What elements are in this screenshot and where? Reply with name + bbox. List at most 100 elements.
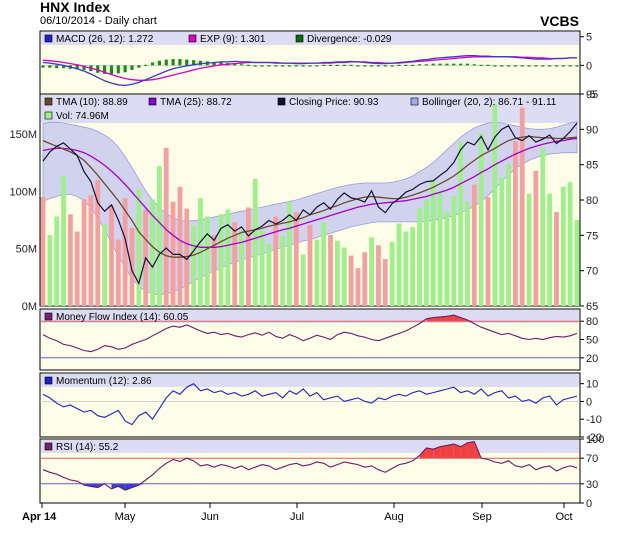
momentum-legend-band [41, 374, 579, 387]
divergence-bar [322, 64, 326, 66]
divergence-bar [294, 65, 298, 67]
volume-axis-label: 0M [22, 301, 37, 313]
divergence-bar [328, 64, 333, 66]
divergence-bar [431, 63, 435, 66]
divergence-bar [479, 64, 483, 66]
volume-bar [328, 234, 333, 306]
divergence-bar [390, 65, 394, 67]
legend-close-label: Closing Price: 90.93 [289, 97, 379, 108]
divergence-bar [575, 65, 579, 67]
momentum-axis-tick-label: 0 [586, 396, 592, 408]
volume-bar [492, 104, 498, 307]
momentum-axis-tick-label: 10 [586, 379, 598, 391]
legend-close-swatch [277, 97, 286, 106]
volume-axis-label: 50M [16, 244, 37, 256]
divergence-bar [274, 65, 278, 67]
rsi-overbought-area [467, 441, 475, 459]
volume-bar [211, 234, 217, 306]
price-axis-tick-label: 80 [586, 195, 598, 207]
divergence-bar [308, 65, 312, 67]
legend-mfi-label: Money Flow Index (14): 60.05 [56, 312, 189, 323]
volume-axis-label: 150M [9, 129, 37, 141]
divergence-bar [513, 65, 517, 67]
legend-rsi-swatch [44, 442, 53, 451]
divergence-bar [61, 65, 66, 69]
x-axis-tick-label: Aug [384, 511, 404, 523]
divergence-bar [219, 62, 223, 66]
momentum-line [42, 383, 578, 426]
divergence-bar [342, 64, 346, 66]
volume-bar [109, 205, 114, 306]
momentum-axis-tick-label: -10 [586, 414, 602, 426]
legend-momentum-label: Momentum (12): 2.86 [56, 376, 152, 387]
volume-bar [150, 199, 155, 306]
volume-bar [410, 226, 416, 306]
x-axis-tick-label: May [115, 511, 136, 523]
legend-volume-swatch [44, 111, 53, 120]
legend-exp-label: EXP (9): 1.301 [200, 34, 266, 45]
macd-axis-tick-label: 0 [586, 60, 592, 72]
price-legend-band [41, 95, 579, 123]
volume-bar [280, 236, 286, 306]
volume-bar [184, 208, 190, 306]
volume-bar [115, 239, 121, 306]
volume-bar [403, 231, 409, 306]
volume-bar [136, 189, 142, 306]
volume-bar [61, 176, 66, 306]
volume-bar [88, 194, 94, 306]
divergence-bar [109, 65, 114, 74]
volume-bar [574, 220, 580, 306]
divergence-bar [75, 65, 79, 70]
legend-momentum-swatch [44, 376, 53, 385]
divergence-bar [438, 63, 442, 66]
macd-axis-tick-label: 5 [586, 32, 592, 44]
volume-bar [239, 230, 244, 306]
mfi-axis-tick-label: 20 [586, 353, 598, 365]
divergence-bar [287, 65, 292, 67]
volume-bar [547, 193, 553, 306]
mfi-overbought-area [440, 316, 447, 322]
divergence-bar [493, 65, 497, 67]
volume-bar [293, 212, 299, 306]
tma25-line [42, 137, 578, 248]
x-axis-tick-label: Sep [472, 511, 492, 523]
rsi-axis-tick-label: 0 [586, 498, 592, 510]
divergence-bar [417, 64, 422, 66]
mfi-overbought-area [433, 316, 441, 322]
divergence-bar [301, 65, 305, 67]
volume-bar [560, 186, 566, 306]
rsi-overbought-area [453, 444, 461, 459]
divergence-bar [212, 61, 216, 66]
volume-bar [526, 193, 532, 306]
divergence-bar [41, 65, 45, 68]
legend-bollinger-swatch [410, 97, 419, 106]
divergence-bar [534, 65, 538, 67]
legend-tma10-swatch [44, 97, 53, 106]
legend-macd-label: MACD (26, 12): 1.272 [56, 34, 154, 45]
chart-title: HNX Index [40, 0, 111, 15]
divergence-bar [411, 64, 415, 66]
rsi-overbought-area [433, 446, 441, 459]
volume-bar [307, 224, 313, 306]
volume-bar [218, 214, 224, 306]
volume-bar [355, 268, 361, 306]
volume-bar [259, 230, 265, 306]
divergence-bar [383, 65, 387, 67]
volume-bar [348, 255, 354, 306]
rsi-overbought-area [460, 442, 468, 459]
volume-bar [533, 170, 539, 306]
divergence-bar [459, 63, 463, 66]
volume-bar [225, 209, 231, 306]
mfi-overbought-area [453, 315, 461, 322]
rsi-overbought-area [426, 447, 434, 459]
divergence-bar [157, 60, 161, 66]
legend-tma25-label: TMA (25): 88.72 [160, 97, 232, 108]
volume-bar [287, 201, 292, 306]
source-label: VCBS [540, 13, 579, 29]
volume-bar [67, 214, 73, 306]
price-axis-tick-label: 75 [586, 230, 598, 242]
legend-macd-swatch [44, 34, 53, 43]
divergence-bar [445, 63, 449, 66]
volume-bar [81, 199, 87, 306]
